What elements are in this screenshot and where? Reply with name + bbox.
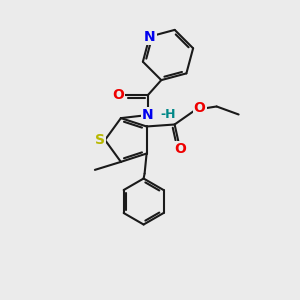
Text: O: O [175,142,187,157]
Text: S: S [95,133,105,147]
Text: N: N [142,108,154,122]
Text: -H: -H [160,109,176,122]
Text: O: O [194,101,206,116]
Text: N: N [144,30,155,44]
Text: O: O [112,88,124,102]
